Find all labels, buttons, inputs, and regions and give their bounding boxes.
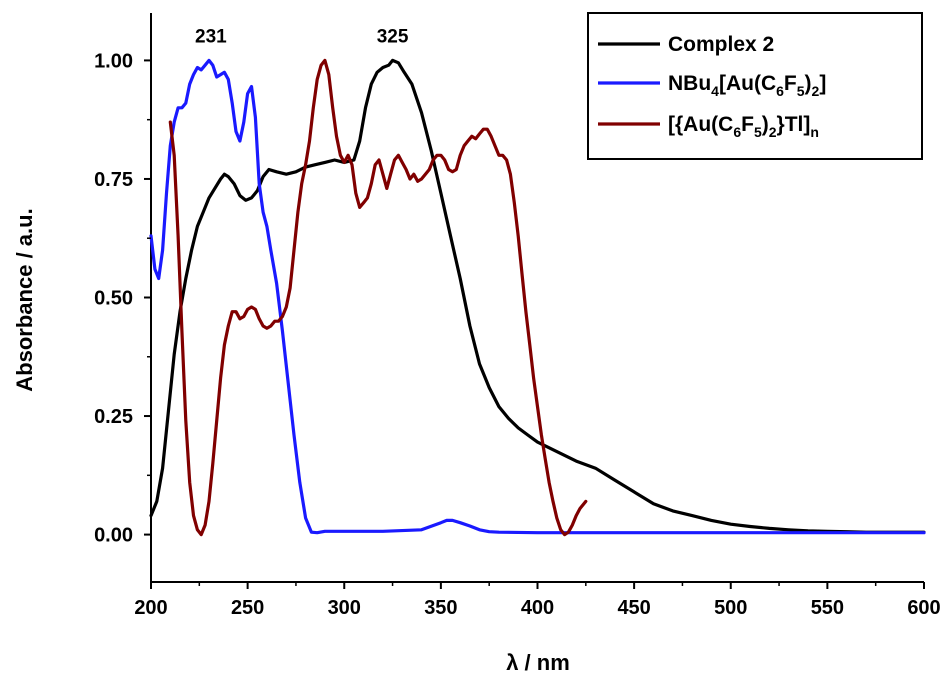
y-tick-label: 0.00: [94, 525, 133, 547]
x-axis-title: λ / nm: [506, 650, 570, 675]
x-tick-label: 300: [328, 597, 361, 619]
y-tick-label: 0.75: [94, 169, 133, 191]
x-tick-label: 500: [714, 597, 747, 619]
peak-annotations: 231 325: [195, 26, 409, 47]
x-tick-label: 350: [424, 597, 457, 619]
x-tick-label: 400: [521, 597, 554, 619]
y-tick-label: 0.25: [94, 406, 133, 428]
series-line-1: [149, 58, 926, 534]
legend-label: NBu4[Au(C6F5)2]: [668, 72, 826, 99]
x-tick-label: 550: [811, 597, 844, 619]
legend: Complex 2 NBu4[Au(C6F5)2] [{Au(C6F5)2}Tl]n: [587, 12, 923, 160]
x-axis: 200 250 300 350 400 450 500 550 600: [134, 582, 941, 619]
y-axis: 0.00 0.25 0.50 0.75 1.00: [94, 50, 151, 547]
y-axis-title: Absorbance / a.u.: [12, 208, 37, 391]
x-tick-label: 200: [134, 597, 167, 619]
series-line-3: [168, 58, 588, 537]
series-line-2: [149, 58, 926, 535]
y-tick-label: 1.00: [94, 50, 133, 72]
x-tick-label: 250: [231, 597, 264, 619]
legend-label: Complex 2: [668, 33, 774, 56]
y-tick-label: 0.50: [94, 288, 133, 310]
legend-box: [587, 12, 923, 160]
peak-annotation: 231: [195, 26, 227, 47]
peak-annotation: 325: [377, 26, 409, 47]
legend-label: [{Au(C6F5)2}Tl]n: [668, 113, 819, 140]
x-tick-label: 600: [907, 597, 940, 619]
series-group: [149, 58, 926, 537]
x-tick-label: 450: [617, 597, 650, 619]
